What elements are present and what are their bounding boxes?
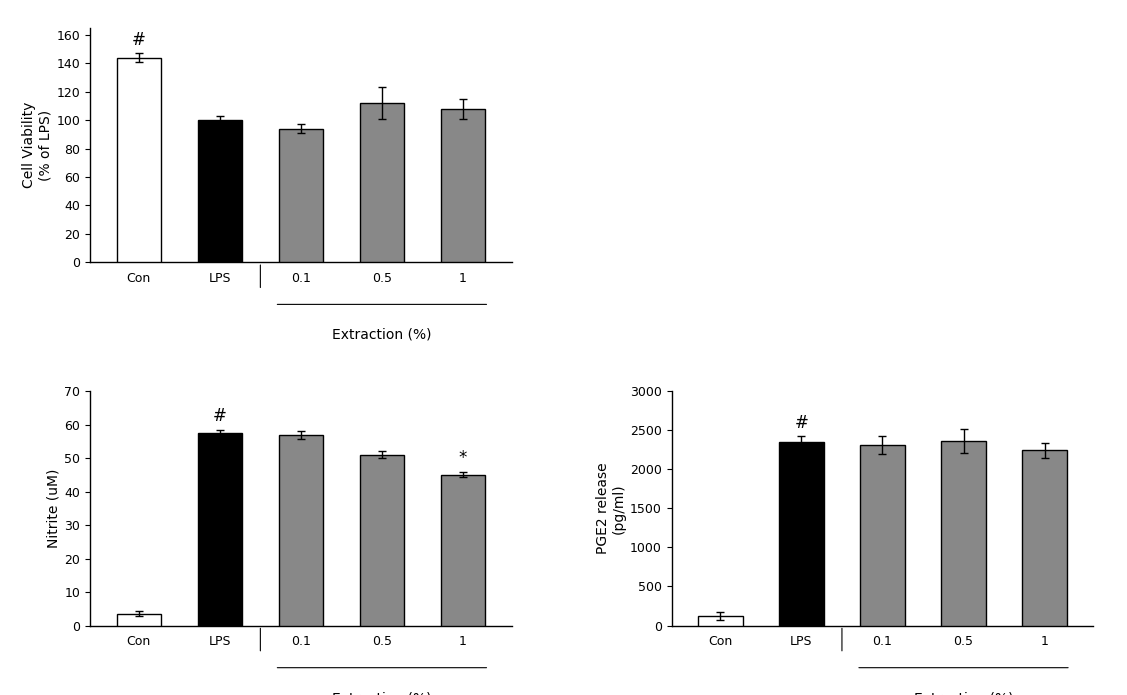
Bar: [441, 109, 486, 262]
Text: Extraction (%): Extraction (%): [332, 328, 432, 342]
Bar: [860, 445, 905, 626]
Bar: [197, 120, 242, 262]
Y-axis label: Nitrite (uM): Nitrite (uM): [46, 468, 60, 548]
Bar: [116, 58, 161, 262]
Y-axis label: PGE2 release
(pg/ml): PGE2 release (pg/ml): [596, 462, 625, 554]
Bar: [941, 441, 986, 626]
Text: Extraction (%): Extraction (%): [914, 691, 1013, 695]
Bar: [278, 129, 323, 262]
Bar: [1022, 450, 1067, 626]
Bar: [360, 103, 405, 262]
Text: #: #: [132, 31, 145, 49]
Bar: [278, 434, 323, 626]
Text: #: #: [795, 414, 808, 432]
Text: *: *: [459, 450, 468, 468]
Text: Extraction (%): Extraction (%): [332, 691, 432, 695]
Bar: [441, 475, 486, 626]
Bar: [698, 616, 743, 626]
Bar: [779, 442, 824, 626]
Y-axis label: Cell Viability
(% of LPS): Cell Viability (% of LPS): [23, 101, 52, 188]
Text: #: #: [213, 407, 227, 425]
Bar: [197, 433, 242, 626]
Bar: [360, 455, 405, 626]
Bar: [116, 614, 161, 626]
